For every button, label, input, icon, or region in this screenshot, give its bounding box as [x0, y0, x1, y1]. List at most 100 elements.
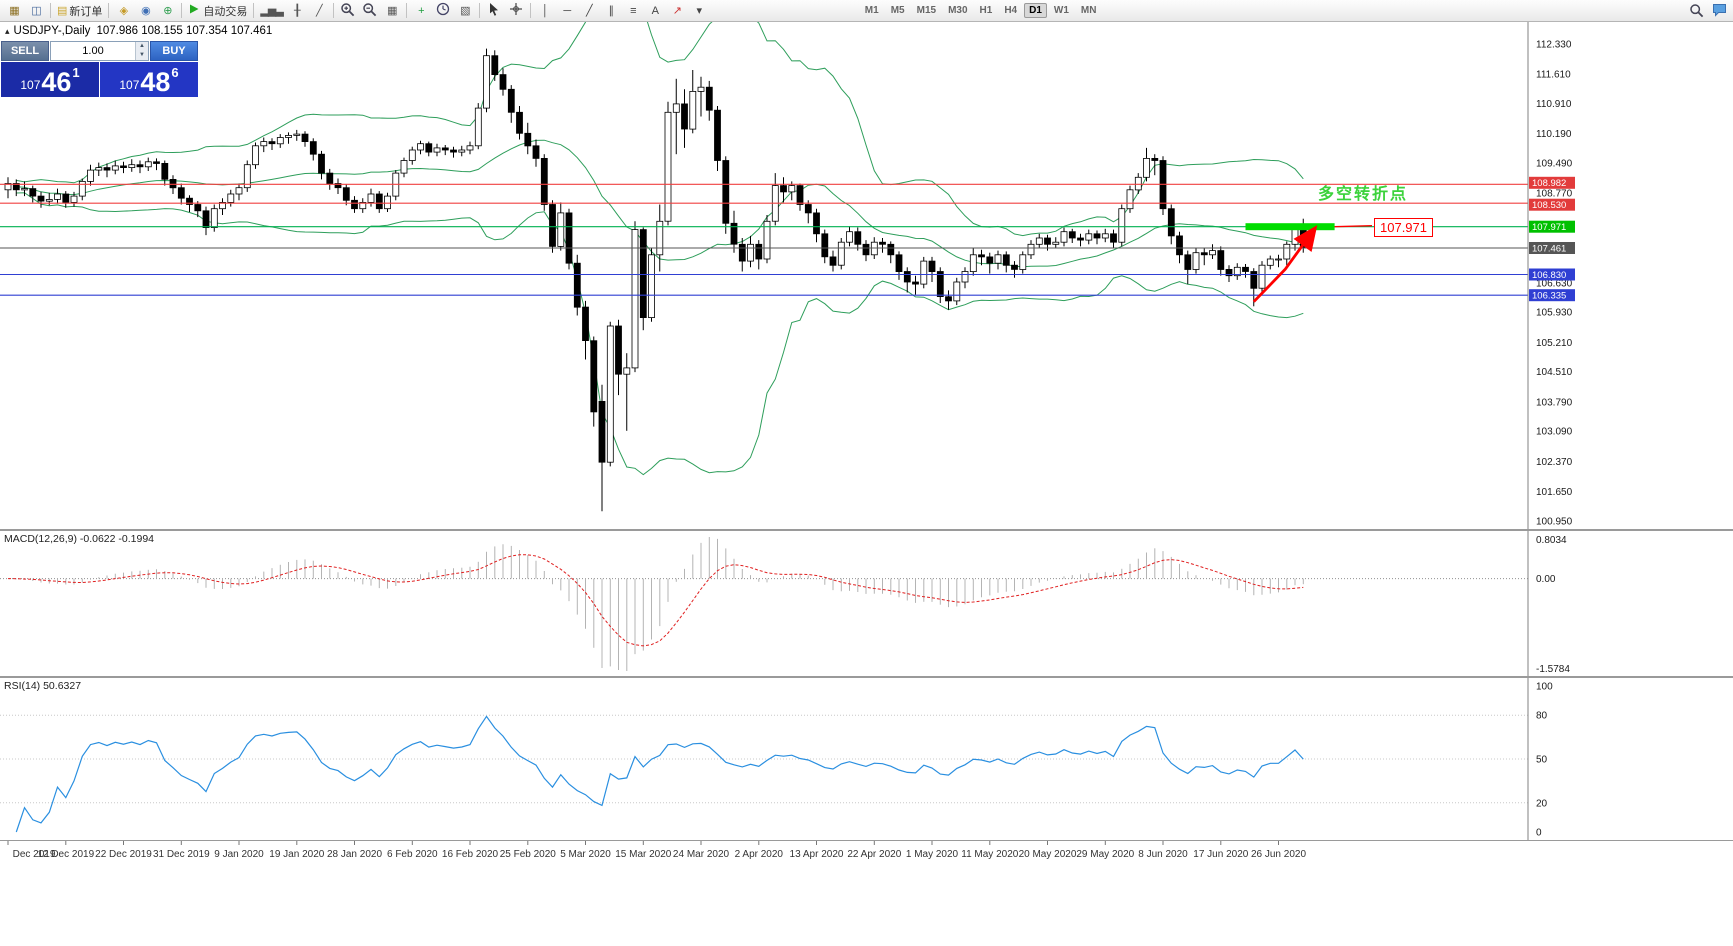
buy-price-pips: 48: [140, 67, 171, 97]
channel-icon[interactable]: ∥: [600, 2, 622, 20]
svg-text:0: 0: [1536, 828, 1542, 839]
crosshair-icon[interactable]: [505, 2, 527, 20]
svg-text:13 Apr 2020: 13 Apr 2020: [790, 849, 844, 860]
timeframe-d1-button[interactable]: D1: [1024, 3, 1047, 18]
toolbar-separator: [253, 3, 255, 18]
svg-text:9 Jan 2020: 9 Jan 2020: [214, 849, 264, 860]
svg-text:12 Dec 2019: 12 Dec 2019: [37, 849, 94, 860]
fibonacci-icon[interactable]: ≡: [622, 2, 644, 20]
timeframe-m15-button[interactable]: M15: [916, 5, 937, 16]
tile-windows-icon[interactable]: ▦: [381, 2, 403, 20]
buy-button[interactable]: BUY: [150, 41, 198, 61]
trendline-icon[interactable]: ╱: [578, 2, 600, 20]
text-icon-glyph: A: [651, 4, 659, 17]
one-click-collapse-icon[interactable]: ▴: [5, 26, 10, 36]
shapes-dropdown-icon[interactable]: ▾: [688, 2, 710, 20]
timeframe-m1-button[interactable]: M1: [864, 5, 879, 16]
timeframe-h4-button[interactable]: H4: [1004, 5, 1018, 16]
trendline-icon-glyph: ╱: [585, 4, 593, 17]
new-chart-icon[interactable]: ▦: [3, 2, 25, 20]
cursor-icon[interactable]: [483, 2, 505, 20]
toolbar-separator: [181, 3, 183, 18]
sell-price-pipette: 1: [72, 65, 80, 80]
market-watch-icon[interactable]: ◈: [112, 2, 134, 20]
spinner-up-icon[interactable]: ▲: [136, 42, 148, 51]
market-watch-icon-glyph: ◈: [119, 4, 129, 17]
svg-text:50: 50: [1536, 755, 1548, 766]
toolbar-right-icons: [1689, 3, 1727, 21]
new-order-button-label: 新订单: [69, 5, 103, 18]
sell-price-button[interactable]: 107 46 1: [1, 62, 99, 97]
arrows-icon[interactable]: ↗: [666, 2, 688, 20]
svg-text:28 Jan 2020: 28 Jan 2020: [327, 849, 382, 860]
svg-text:108.770: 108.770: [1536, 189, 1573, 200]
candlestick-chart-icon[interactable]: ╂: [286, 2, 308, 20]
price-flag-annotation[interactable]: 107.971: [1374, 218, 1433, 237]
toolbar-separator: [405, 3, 407, 18]
rsi-panel[interactable]: 100 80 50 20 0 RSI(14) 50.6327: [0, 676, 1733, 840]
chart-profiles-icon-glyph: ◫: [31, 4, 41, 17]
toolbar-separator: [108, 3, 110, 18]
macd-chart-canvas[interactable]: 0.8034 0.00 -1.5784: [0, 531, 1733, 676]
crosshair-icon-glyph: [509, 2, 523, 19]
svg-text:24 Mar 2020: 24 Mar 2020: [673, 849, 730, 860]
text-icon[interactable]: A: [644, 2, 666, 20]
new-order-button[interactable]: ▤ 新订单: [54, 2, 105, 20]
volume-spinner[interactable]: ▲ ▼: [135, 42, 148, 60]
spinner-down-icon[interactable]: ▼: [136, 51, 148, 60]
trend-arrow[interactable]: [1252, 225, 1318, 303]
main-chart-panel[interactable]: 112.330 111.610 110.910 110.190 109.490 108.7…: [0, 0, 1733, 529]
svg-text:31 Dec 2019: 31 Dec 2019: [153, 849, 210, 860]
navigator-icon-glyph: ◉: [141, 4, 151, 17]
periods-icon[interactable]: [432, 2, 454, 20]
autotrading-button[interactable]: 自动交易: [185, 2, 250, 20]
pivot-annotation[interactable]: 多空转折点: [1318, 186, 1409, 203]
toolbar-separator: [529, 3, 531, 18]
navigator-icon[interactable]: ◉: [134, 2, 156, 20]
volume-input[interactable]: 1.00 ▲ ▼: [50, 41, 149, 61]
cursor-icon-glyph: [487, 2, 500, 19]
svg-text:0.8034: 0.8034: [1536, 535, 1567, 546]
svg-text:110.910: 110.910: [1536, 99, 1572, 110]
terminal-icon[interactable]: ⊕: [156, 2, 178, 20]
zoom-out-icon[interactable]: [359, 2, 381, 20]
sell-button[interactable]: SELL: [1, 41, 49, 61]
svg-text:105.210: 105.210: [1536, 338, 1573, 349]
svg-text:100.950: 100.950: [1536, 516, 1573, 527]
chart-ohlc-values: 107.986 108.155 107.354 107.461: [96, 25, 273, 37]
svg-text:15 Mar 2020: 15 Mar 2020: [615, 849, 672, 860]
candlestick-chart-canvas[interactable]: 112.330 111.610 110.910 110.190 109.490 108.7…: [0, 0, 1733, 529]
svg-text:Dec 2019: Dec 2019: [13, 849, 56, 860]
timeframe-m30-button[interactable]: M30: [948, 5, 968, 16]
chat-icon[interactable]: [1712, 3, 1727, 21]
rsi-chart-canvas[interactable]: 100 80 50 20 0: [0, 678, 1733, 840]
bar-chart-icon-glyph: ▂▅▃: [260, 4, 283, 17]
chart-profiles-icon[interactable]: ◫: [25, 2, 47, 20]
timeframe-m5-button[interactable]: M5: [890, 5, 905, 16]
indicators-icon[interactable]: +: [410, 2, 432, 20]
line-chart-icon[interactable]: ╱: [308, 2, 330, 20]
svg-text:22 Dec 2019: 22 Dec 2019: [95, 849, 152, 860]
templates-icon[interactable]: ▧: [454, 2, 476, 20]
bar-chart-icon[interactable]: ▂▅▃: [257, 2, 285, 20]
svg-text:110.190: 110.190: [1536, 129, 1572, 140]
timeframe-h1-button[interactable]: H1: [979, 5, 993, 16]
buy-price-button[interactable]: 107 48 6: [100, 62, 198, 97]
toolbar-separator: [478, 3, 480, 18]
macd-panel[interactable]: 0.8034 0.00 -1.5784 MACD(12,26,9) -0.0622 …: [0, 529, 1733, 676]
templates-icon-glyph: ▧: [460, 4, 470, 17]
search-icon[interactable]: [1689, 3, 1704, 21]
autotrading-button-label: 自动交易: [203, 5, 248, 18]
svg-text:26 Jun 2020: 26 Jun 2020: [1251, 849, 1306, 860]
svg-text:112.330: 112.330: [1536, 40, 1572, 51]
zoom-in-icon-glyph: [340, 2, 355, 20]
date-axis[interactable]: Dec 2019 12 Dec 2019 22 Dec 2019 31 Dec 201…: [0, 840, 1733, 866]
svg-text:105.930: 105.930: [1536, 308, 1573, 319]
timeframe-mn-button[interactable]: MN: [1080, 5, 1097, 16]
horizontal-line-icon[interactable]: ─: [556, 2, 578, 20]
vertical-line-icon[interactable]: │: [534, 2, 556, 20]
zoom-in-icon[interactable]: [337, 2, 359, 20]
timeframe-w1-button[interactable]: W1: [1053, 5, 1069, 16]
svg-text:107.461: 107.461: [1532, 243, 1566, 254]
fibonacci-icon-glyph: ≡: [630, 4, 637, 17]
